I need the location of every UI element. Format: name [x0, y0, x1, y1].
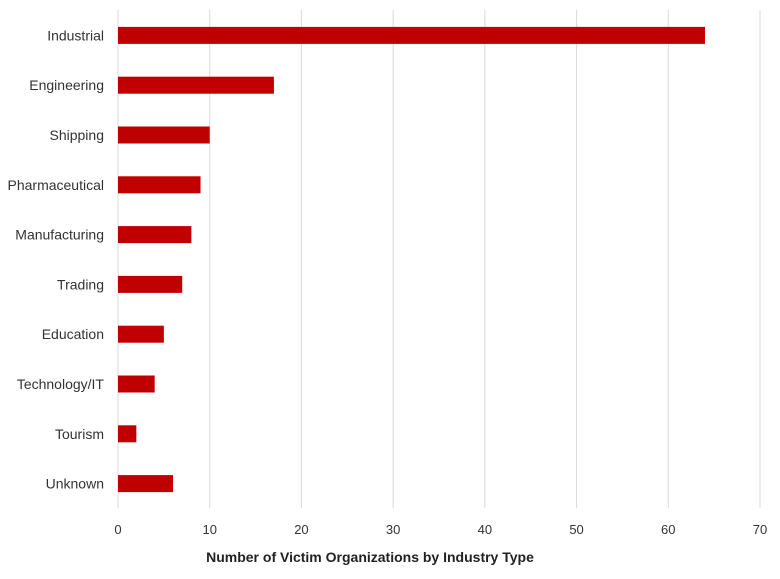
category-label-engineering: Engineering	[29, 77, 104, 93]
x-tick-label-50: 50	[569, 522, 583, 537]
bar-engineering	[118, 76, 274, 94]
category-label-education: Education	[42, 326, 104, 342]
category-label-shipping: Shipping	[50, 127, 105, 143]
x-tick-label-60: 60	[661, 522, 675, 537]
x-tick-label-40: 40	[478, 522, 492, 537]
x-tick-labels: 0 10 20 30 40 50 60 70	[114, 522, 767, 537]
category-label-trading: Trading	[57, 276, 104, 292]
bar-trading	[118, 275, 183, 293]
category-label-unknown: Unknown	[46, 476, 104, 492]
x-tick-label-10: 10	[202, 522, 216, 537]
x-tick-label-30: 30	[386, 522, 400, 537]
category-label-tourism: Tourism	[55, 426, 104, 442]
x-tick-label-70: 70	[753, 522, 767, 537]
bar-pharmaceutical	[118, 176, 201, 194]
category-label-technology-it: Technology/IT	[17, 376, 105, 392]
bar-industrial	[118, 26, 705, 44]
x-axis-title: Number of Victim Organizations by Indust…	[206, 549, 534, 565]
bars-layer	[118, 26, 705, 493]
bar-unknown	[118, 475, 174, 493]
x-tick-label-20: 20	[294, 522, 308, 537]
category-label-pharmaceutical: Pharmaceutical	[8, 177, 105, 193]
bar-manufacturing	[118, 226, 192, 244]
bar-shipping	[118, 126, 210, 144]
category-label-manufacturing: Manufacturing	[15, 227, 104, 243]
category-label-industrial: Industrial	[47, 27, 104, 43]
category-labels: Industrial Engineering Shipping Pharmaceuti…	[8, 27, 105, 491]
x-tick-label-0: 0	[114, 522, 121, 537]
bar-technology-it	[118, 375, 155, 393]
bar-education	[118, 325, 164, 343]
bar-tourism	[118, 425, 137, 443]
